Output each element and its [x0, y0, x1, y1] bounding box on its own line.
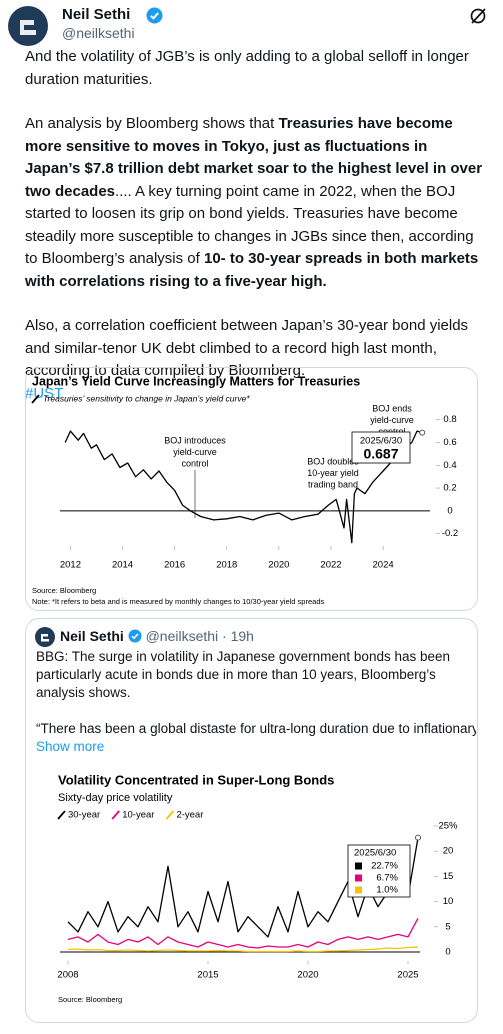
y-tick-label: 0 — [445, 947, 450, 958]
quoted-author: Neil Sethi — [60, 628, 124, 644]
y-tick-label: 0 — [447, 505, 452, 516]
paragraph: Also, a correlation coefficient between … — [25, 315, 483, 383]
annotation: yield-curve — [370, 415, 414, 425]
x-tick-label: 2020 — [297, 970, 318, 981]
y-tick-label: 0.8 — [443, 414, 456, 425]
end-marker — [419, 429, 426, 436]
x-tick-label: 2018 — [216, 560, 237, 571]
y-tick-label: 10 — [443, 896, 454, 907]
y-tick-label: 25% — [438, 821, 458, 832]
series-line — [64, 430, 423, 544]
quoted-avatar — [35, 627, 55, 647]
chart-source: Source: Bloomberg — [32, 586, 96, 595]
series-line — [67, 917, 419, 949]
quoted-header: Neil Sethi @neilksethi · 19h — [60, 628, 254, 644]
media-card[interactable] — [25, 367, 478, 611]
quoted-handle: @neilksethi — [145, 628, 219, 644]
y-tick-label: 15 — [443, 871, 454, 882]
hashtag[interactable]: #UST — [25, 384, 64, 402]
y-tick-label: 5 — [445, 921, 450, 932]
series-line — [67, 837, 419, 938]
quoted-time: 19h — [230, 628, 254, 644]
annotation: 10-year yield — [307, 468, 359, 478]
x-tick-label: 2015 — [197, 970, 218, 981]
text-run: .... A key turning point came in 2022, w… — [25, 182, 474, 268]
x-tick-label: 2014 — [112, 560, 133, 571]
text-run: An analysis by Bloomberg shows that — [25, 115, 279, 132]
annotation: BOJ doubles — [307, 456, 359, 466]
text-run: 10- to 30-year spreads in both markets w… — [25, 250, 479, 290]
callout-date: 2025/6/30 — [354, 848, 396, 859]
annotation: BOJ ends — [372, 403, 412, 413]
y-tick-label: 0.6 — [443, 437, 456, 448]
x-tick-label: 2008 — [57, 970, 78, 981]
callout-value: 6.7% — [376, 873, 398, 884]
x-tick-label: 2022 — [320, 560, 341, 571]
x-tick-label: 2012 — [60, 560, 81, 571]
quoted-paragraph: BBG: The surge in volatility in Japanese… — [36, 649, 451, 700]
avatar[interactable] — [8, 6, 48, 46]
y-tick-label: 0.4 — [443, 460, 456, 471]
callout-swatch — [355, 874, 362, 882]
legend-icon — [165, 810, 175, 820]
author-handle[interactable]: @neilksethi — [62, 25, 135, 41]
quoted-text: BBG: The surge in volatility in Japanese… — [36, 648, 476, 756]
callout-swatch — [355, 886, 362, 894]
tweet-text: And the volatility of JGB’s is only addi… — [25, 46, 483, 405]
text-run: Treasuries have become more sensitive to… — [25, 115, 483, 200]
chart-subtitle: Sixty-day price volatility — [58, 792, 173, 804]
callout-swatch — [355, 862, 362, 870]
legend-label: 2-year — [176, 810, 203, 821]
verified-badge — [146, 7, 163, 24]
callout-date: 2025/6/30 — [360, 436, 402, 447]
paragraph: And the volatility of JGB’s is only addi… — [25, 46, 483, 91]
legend-icon — [111, 810, 120, 820]
series-line — [67, 946, 419, 953]
end-marker — [415, 834, 421, 841]
paragraph: An analysis by Bloomberg shows that Trea… — [25, 113, 483, 293]
chart-title: Japan’s Yield Curve Increasingly Matters… — [32, 374, 360, 388]
callout-value: 22.7% — [371, 861, 398, 872]
x-tick-label: 2025 — [397, 970, 418, 981]
callout-value: 1.0% — [376, 885, 398, 896]
callout-value: 0.687 — [363, 446, 398, 462]
x-tick-label: 2020 — [268, 560, 289, 571]
callout-box — [351, 431, 411, 464]
chart-title: Volatility Concentrated in Super-Long Bo… — [58, 772, 334, 787]
grok-icon[interactable] — [468, 6, 488, 26]
annotation: BOJ introduces — [164, 435, 226, 445]
annotation: control — [378, 426, 405, 436]
text-run: And the volatility of JGB’s is only addi… — [25, 48, 469, 88]
chart-source: Source: Bloomberg — [58, 995, 122, 1004]
x-tick-label: 2024 — [373, 560, 394, 571]
text-run: Also, a correlation coefficient between … — [25, 317, 469, 379]
show-more[interactable]: Show more — [36, 739, 105, 754]
author-name[interactable]: Neil Sethi — [62, 6, 131, 23]
legend-label: Treasuries’ sensitivity to change in Jap… — [43, 393, 250, 403]
y-tick-label: -0.2 — [442, 528, 458, 539]
legend-label: 10-year — [122, 810, 154, 821]
quoted-paragraph: “There has been a global distaste for ul… — [36, 721, 476, 736]
legend-icon — [57, 810, 66, 820]
legend-label: 30-year — [68, 810, 100, 821]
annotation: trading band — [308, 479, 358, 489]
annotation: control — [181, 458, 208, 468]
legend-icon — [31, 394, 40, 404]
annotation: yield-curve — [173, 447, 217, 457]
y-tick-label: 20 — [443, 846, 454, 857]
verified-badge — [128, 629, 142, 643]
quoted-tweet[interactable] — [25, 618, 478, 1023]
y-tick-label: 0.2 — [443, 483, 456, 494]
chart-note: Note: *It refers to beta and is measured… — [32, 597, 324, 606]
x-tick-label: 2016 — [164, 560, 185, 571]
